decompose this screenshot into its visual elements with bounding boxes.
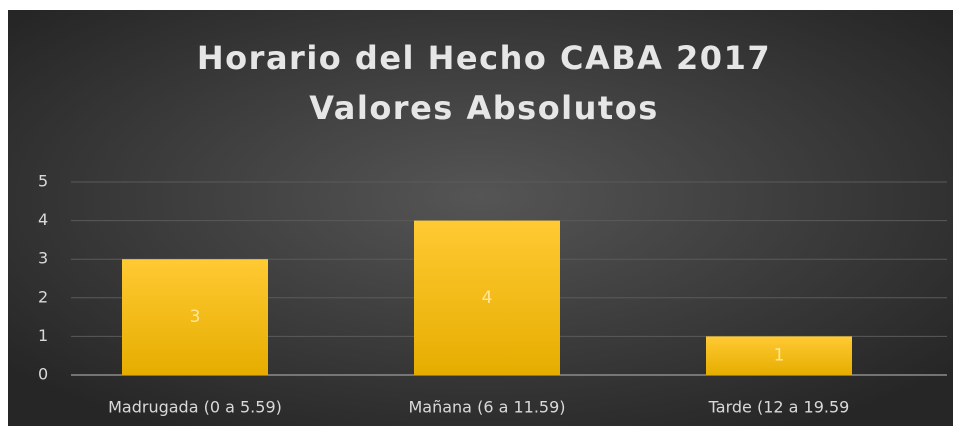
y-tick-label: 5 (38, 172, 48, 191)
x-tick-label: Madrugada (0 a 5.59) (108, 398, 282, 417)
y-tick-label: 4 (38, 210, 48, 229)
data-label: 3 (190, 307, 201, 327)
x-tick-label: Mañana (6 a 11.59) (408, 398, 565, 417)
data-label: 4 (482, 288, 493, 308)
data-label: 1 (774, 346, 785, 366)
bar (414, 220, 560, 375)
x-tick-label: Tarde (12 a 19.59 (708, 398, 850, 417)
y-tick-label: 1 (38, 326, 48, 345)
bar (706, 336, 852, 375)
bar (122, 259, 268, 375)
y-tick-label: 3 (38, 249, 48, 268)
y-tick-label: 2 (38, 287, 48, 306)
chart-subtitle: Valores Absolutos (309, 89, 659, 127)
y-tick-label: 0 (38, 365, 48, 384)
chart-title: Horario del Hecho CABA 2017 (197, 39, 771, 77)
